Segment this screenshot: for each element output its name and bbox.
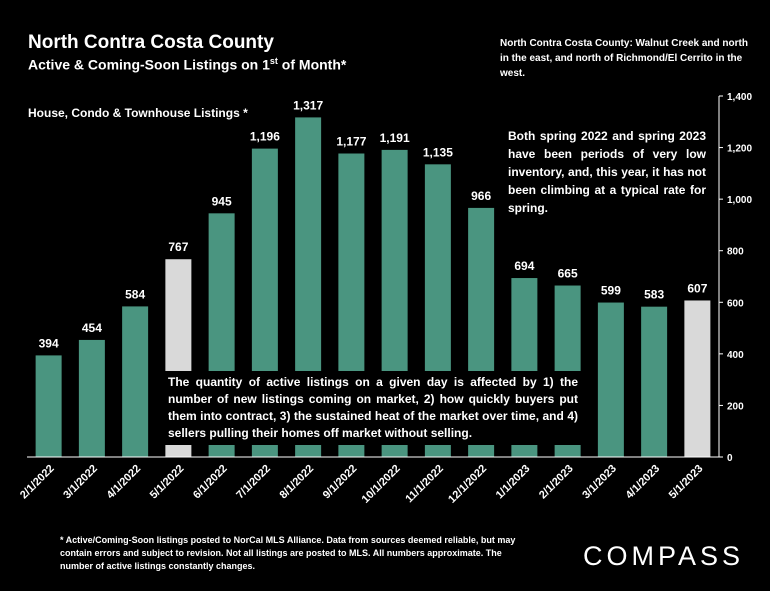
data-label: 454 [82,321,102,335]
x-tick-label: 2/1/2022 [18,463,57,502]
chart-subtitle: Active & Coming-Soon Listings on 1st of … [28,56,347,73]
y-tick-label: 1,400 [727,92,752,103]
data-label: 1,317 [293,98,323,112]
x-tick-label: 4/1/2022 [104,463,143,502]
footnote: * Active/Coming-Soon listings posted to … [60,535,516,571]
x-tick-label: 4/1/2023 [623,463,662,502]
data-label: 394 [39,336,59,350]
data-label: 966 [471,189,491,203]
x-tick-label: 2/1/2023 [537,463,576,502]
x-tick-label: 3/1/2022 [61,463,100,502]
x-tick-label: 12/1/2022 [446,463,489,506]
x-tick-label: 10/1/2022 [360,463,403,506]
spring-callout: Both spring 2022 and spring 2023 have be… [508,129,706,215]
data-label: 1,196 [250,130,280,144]
factors-callout: The quantity of active listings on a giv… [163,371,583,445]
data-label: 599 [601,284,621,298]
y-tick-label: 1,200 [727,144,752,155]
x-tick-label: 5/1/2023 [667,463,706,502]
bar [35,355,62,457]
x-tick-label: 7/1/2022 [234,463,273,502]
bar [641,306,668,457]
data-label: 1,191 [380,131,410,145]
data-label: 583 [644,288,664,302]
region-note: North Contra Costa County: Walnut Creek … [500,38,748,79]
x-tick-label: 6/1/2022 [191,463,230,502]
x-tick-label: 8/1/2022 [277,463,316,502]
data-label: 584 [125,287,145,301]
data-label: 767 [168,240,188,254]
bar [684,300,711,457]
y-tick-label: 200 [727,401,744,412]
chart-title: North Contra Costa County [28,32,274,53]
bar [122,306,149,457]
x-tick-label: 3/1/2023 [580,463,619,502]
y-tick-label: 1,000 [727,195,752,206]
x-tick-label: 1/1/2023 [494,463,533,502]
bar [597,302,624,457]
data-label: 1,177 [336,135,366,149]
x-tick-label: 11/1/2022 [403,463,446,506]
data-label: 665 [558,267,578,281]
y-tick-label: 600 [727,298,744,309]
series-label: House, Condo & Townhouse Listings * [28,106,248,120]
x-tick-label: 5/1/2022 [148,463,187,502]
compass-logo: COMPASS [583,541,745,571]
y-tick-label: 800 [727,247,744,258]
data-label: 945 [212,194,232,208]
bar [78,339,105,457]
x-tick-label: 9/1/2022 [321,463,360,502]
data-label: 694 [514,259,534,273]
data-label: 1,135 [423,145,453,159]
y-tick-label: 0 [727,453,733,464]
data-label: 607 [687,281,707,295]
y-tick-label: 400 [727,350,744,361]
